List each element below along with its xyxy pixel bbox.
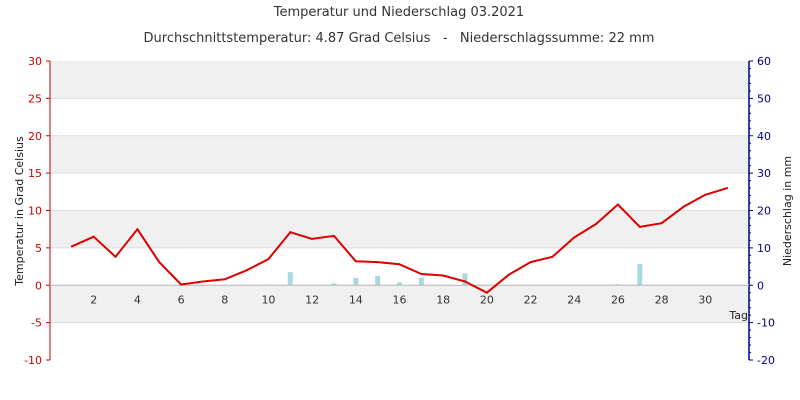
y-tick-left-label: 25 (28, 92, 42, 105)
temperature-point (92, 235, 95, 238)
chart-title: Temperatur und Niederschlag 03.2021 (273, 5, 524, 20)
temperature-point (595, 222, 598, 225)
temperature-point (201, 280, 204, 283)
x-axis-label: Tag (728, 309, 748, 322)
y-tick-right-label: -20 (757, 354, 775, 367)
x-tick-label: 6 (178, 293, 185, 306)
y-axis-label-left: Temperatur in Grad Celsius (13, 136, 26, 287)
grid-band (50, 98, 749, 136)
temperature-point (289, 231, 292, 234)
grid-band (50, 322, 749, 360)
grid-band (50, 61, 749, 99)
precip-bar (331, 283, 337, 286)
precip-bar (418, 277, 424, 286)
x-tick-label: 16 (393, 293, 407, 306)
temperature-point (311, 237, 314, 240)
temperature-point (638, 225, 641, 228)
temperature-point (354, 260, 357, 263)
grid-band (50, 247, 749, 286)
y-tick-left-label: 15 (28, 167, 42, 180)
temperature-point (245, 269, 248, 272)
precip-bar (353, 277, 359, 286)
temperature-point (442, 274, 445, 277)
temperature-point (267, 258, 270, 261)
temperature-point (682, 205, 685, 208)
x-tick-label: 24 (567, 293, 581, 306)
chart-subtitle: Durchschnittstemperatur: 4.87 Grad Celsi… (144, 31, 655, 46)
y-axis-label-right: Niederschlag in mm (781, 156, 794, 266)
x-tick-label: 4 (134, 293, 141, 306)
x-tick-label: 18 (436, 293, 450, 306)
precip-bar (637, 263, 643, 286)
y-tick-right-label: 60 (757, 55, 771, 68)
temperature-point (551, 255, 554, 258)
x-tick-label: 2 (90, 293, 97, 306)
y-tick-left-label: 10 (28, 205, 42, 218)
y-tick-right-label: 10 (757, 242, 771, 255)
temperature-point (114, 255, 117, 258)
y-tick-left-label: -5 (31, 317, 42, 330)
y-tick-left-label: 20 (28, 130, 42, 143)
temperature-point (726, 187, 729, 190)
precip-bar (287, 272, 293, 286)
temperature-point (529, 261, 532, 264)
grid-band (50, 173, 749, 211)
temperature-point (573, 236, 576, 239)
x-tick-label: 26 (611, 293, 625, 306)
temperature-point (223, 278, 226, 281)
x-tick-label: 20 (480, 293, 494, 306)
grid-band (50, 210, 749, 248)
temperature-point (398, 263, 401, 266)
y-tick-right-label: -10 (757, 317, 775, 330)
precip-bar (615, 284, 621, 286)
precip-bar (462, 273, 468, 286)
precip-bar (375, 275, 381, 286)
y-tick-left-label: -10 (24, 354, 42, 367)
y-tick-right-label: 40 (757, 130, 771, 143)
y-tick-right-label: 50 (757, 92, 771, 105)
x-tick-label: 28 (655, 293, 669, 306)
temperature-point (158, 261, 161, 264)
temperature-point (704, 193, 707, 196)
temperature-point (376, 261, 379, 264)
temperature-point (70, 245, 73, 248)
y-tick-left-label: 30 (28, 55, 42, 68)
temperature-point (660, 222, 663, 225)
temperature-point (485, 291, 488, 294)
temperature-point (616, 203, 619, 206)
temperature-point (507, 273, 510, 276)
x-tick-label: 10 (261, 293, 275, 306)
y-tick-right-label: 20 (757, 205, 771, 218)
temperature-point (332, 234, 335, 237)
x-tick-label: 12 (305, 293, 319, 306)
plot-background (50, 61, 749, 360)
y-tick-left-label: 5 (35, 242, 42, 255)
temperature-point (136, 228, 139, 231)
grid-band (50, 285, 749, 323)
x-tick-label: 8 (221, 293, 228, 306)
temperature-point (180, 283, 183, 286)
temperature-point (464, 280, 467, 283)
x-tick-label: 30 (698, 293, 712, 306)
x-tick-label: 22 (524, 293, 538, 306)
y-tick-left-label: 0 (35, 279, 42, 292)
temperature-point (420, 273, 423, 276)
x-tick-label: 14 (349, 293, 363, 306)
y-tick-right-label: 30 (757, 167, 771, 180)
grid-band (50, 135, 749, 174)
y-tick-right-label: 0 (757, 279, 764, 292)
precip-bar (397, 282, 402, 286)
